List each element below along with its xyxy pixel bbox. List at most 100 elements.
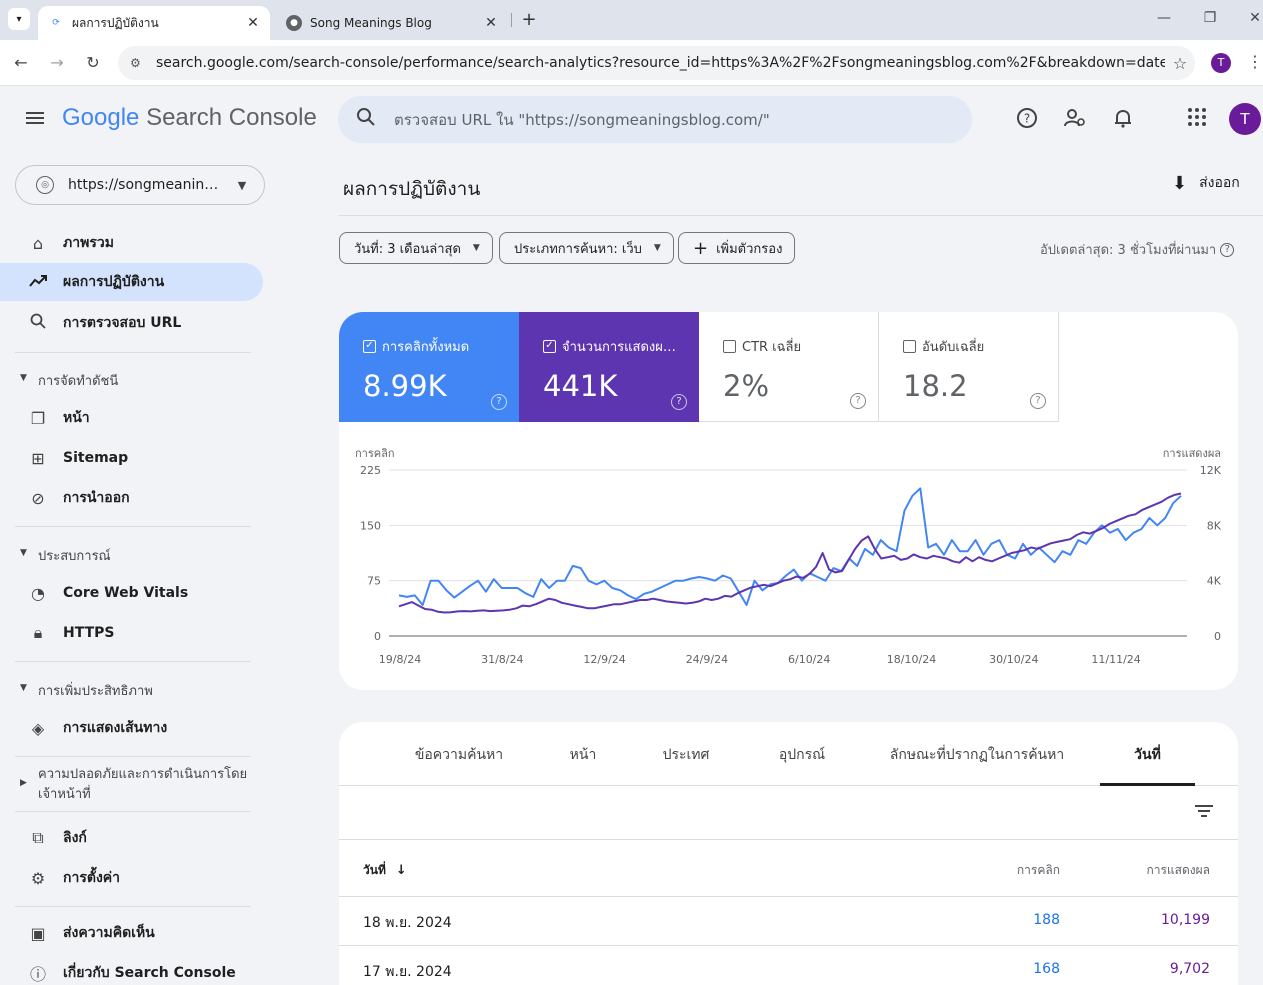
sidebar-section-label: การจัดทำดัชนี [38, 374, 119, 389]
tab-separator [511, 13, 512, 27]
column-header-date[interactable]: วันที่ ↓ [363, 861, 407, 880]
x-tick-label: 31/8/24 [481, 653, 523, 666]
help-icon[interactable]: ? [1030, 393, 1046, 409]
sidebar-item-breadcrumbs[interactable]: ◈ การแสดงเส้นทาง [0, 709, 263, 747]
tab-pages[interactable]: หน้า [569, 747, 597, 763]
checkbox-checked-icon[interactable]: ✓ [363, 340, 376, 353]
manage-users-icon[interactable] [1062, 107, 1088, 133]
sidebar-item-links[interactable]: ⧉ ลิงก์ [0, 819, 263, 857]
sidebar-item-https[interactable]: 🔒︎ HTTPS [0, 614, 263, 652]
minimize-icon[interactable]: — [1157, 10, 1171, 26]
sidebar-item-overview[interactable]: ⌂ ภาพรวม [0, 224, 263, 262]
sidebar-section-experience[interactable]: ▼ ประสบการณ์ [20, 545, 111, 566]
dropdown-arrow-icon: ▼ [472, 243, 480, 253]
close-tab-icon[interactable]: ✕ [485, 15, 497, 31]
sidebar-divider [15, 811, 251, 812]
search-type-filter-chip[interactable]: ประเภทการค้นหา: เว็บ ▼ [499, 232, 674, 264]
window-close-icon[interactable]: ✕ [1249, 10, 1261, 26]
tab-dates[interactable]: วันที่ [1134, 747, 1161, 763]
new-tab-button[interactable]: + [521, 9, 537, 30]
links-icon: ⧉ [32, 828, 44, 847]
home-icon: ⌂ [32, 233, 44, 253]
tab-devices[interactable]: อุปกรณ์ [778, 747, 826, 763]
help-icon[interactable]: ? [1014, 107, 1040, 133]
sidebar-section-indexing[interactable]: ▼ การจัดทำดัชนี [20, 370, 118, 391]
tab-search-appearance[interactable]: ลักษณะที่ปรากฏในการค้นหา [889, 747, 1065, 763]
url-text[interactable]: search.google.com/search-console/perform… [156, 55, 1165, 71]
sidebar-section-label: เจ้าหน้าที่ [38, 787, 91, 802]
metric-value: 441K [543, 369, 618, 403]
browser-tab-active[interactable]: ⟳ ผลการปฏิบัติงาน ✕ [38, 6, 270, 40]
dropdown-arrow-icon: ▼ [237, 178, 247, 192]
metric-label: จำนวนการแสดงผ… [562, 340, 676, 355]
checkbox-checked-icon[interactable]: ✓ [543, 340, 556, 353]
checkbox-unchecked-icon[interactable] [723, 340, 736, 353]
help-icon[interactable]: ? [850, 393, 866, 409]
help-icon[interactable]: ? [491, 394, 507, 410]
y-left-tick-label: 225 [360, 464, 381, 477]
sidebar-divider [15, 526, 251, 527]
close-tab-icon[interactable]: ✕ [247, 15, 259, 31]
metric-card-clicks[interactable]: ✓ การคลิกทั้งหมด 8.99K ? [339, 312, 519, 422]
tab-countries[interactable]: ประเทศ [662, 747, 710, 763]
lock-icon: 🔒︎ [33, 623, 43, 642]
date-filter-chip[interactable]: วันที่: 3 เดือนล่าสุด ▼ [339, 232, 493, 264]
series-line-clicks[interactable] [398, 487, 1182, 606]
tab-queries[interactable]: ข้อความค้นหา [414, 747, 504, 763]
metric-card-position[interactable]: อันดับเฉลี่ย 18.2 ? [879, 312, 1059, 422]
sidebar-item-performance[interactable]: ผลการปฏิบัติงาน [0, 263, 263, 301]
export-button[interactable]: ⬇ ส่งออก [1172, 172, 1240, 194]
restore-icon[interactable]: ❐ [1203, 10, 1217, 26]
search-console-logo[interactable]: Google Search Console [62, 104, 317, 132]
help-icon[interactable]: ? [671, 394, 687, 410]
apps-grid-icon[interactable] [1184, 107, 1210, 133]
sidebar-item-about[interactable]: ⓘ เกี่ยวกับ Search Console [0, 954, 263, 985]
y-right-tick-label: 0 [1214, 630, 1221, 643]
column-header-impressions[interactable]: การแสดงผล [1146, 863, 1210, 877]
sidebar-item-settings[interactable]: ⚙ การตั้งค่า [0, 859, 263, 897]
help-icon[interactable]: ? [1220, 242, 1235, 257]
sidebar-item-label: ผลการปฏิบัติงาน [63, 274, 165, 290]
browser-tab-inactive[interactable]: ● Song Meanings Blog ✕ [276, 6, 508, 40]
performance-line-chart[interactable]: การคลิก การแสดงผล 225 12K 150 8K 75 4K 0 0 19/8… [339, 442, 1238, 682]
site-info-icon[interactable]: ⚙ [130, 56, 141, 70]
sitemap-icon: ⊞ [31, 448, 45, 468]
url-inspection-search[interactable]: ตรวจสอบ URL ใน "https://songmeaningsblog… [338, 96, 972, 143]
table-divider [339, 839, 1238, 840]
pages-icon: ❐ [30, 408, 46, 428]
browser-profile-avatar[interactable]: T [1211, 53, 1231, 73]
sidebar-section-security[interactable]: ▶ ความปลอดภัยและการดำเนินการโดย เจ้าหน้า… [20, 765, 247, 805]
sidebar-item-sitemap[interactable]: ⊞ Sitemap [0, 439, 263, 477]
checkbox-unchecked-icon[interactable] [903, 340, 916, 353]
feedback-icon: ▣ [30, 923, 46, 943]
dimension-table-card: ข้อความค้นหา หน้า ประเทศ อุปกรณ์ ลักษณะท… [339, 722, 1238, 985]
search-type-label: ประเภทการค้นหา: เว็บ [514, 241, 642, 257]
notifications-bell-icon[interactable] [1110, 107, 1136, 133]
sidebar-item-removals[interactable]: ⊘ การนำออก [0, 479, 263, 517]
series-line-impressions[interactable] [398, 492, 1182, 614]
forward-button[interactable]: → [50, 53, 64, 72]
x-tick-label: 19/8/24 [379, 653, 421, 666]
filter-rows-icon[interactable] [1194, 802, 1214, 820]
account-avatar[interactable]: T [1229, 103, 1261, 135]
sidebar-item-core-web-vitals[interactable]: ◔ Core Web Vitals [0, 574, 263, 612]
address-bar[interactable]: ⚙ search.google.com/search-console/perfo… [118, 46, 1195, 80]
metric-card-ctr[interactable]: CTR เฉลี่ย 2% ? [699, 312, 879, 422]
browser-menu-icon[interactable]: ⋮ [1247, 52, 1263, 71]
sidebar-divider [15, 906, 251, 907]
back-button[interactable]: ← [14, 53, 28, 72]
property-selector[interactable]: ◎ https://songmeanin… ▼ [15, 165, 265, 205]
bookmark-star-icon[interactable]: ☆ [1172, 53, 1188, 73]
browser-tab-bar: ▾ ⟳ ผลการปฏิบัติงาน ✕ ● Song Meanings Bl… [0, 0, 1263, 40]
sidebar-item-url-inspection[interactable]: การตรวจสอบ URL [0, 304, 263, 342]
add-filter-button[interactable]: + เพิ่มตัวกรอง [678, 232, 796, 264]
tab-search-menu-button[interactable]: ▾ [8, 8, 30, 30]
sidebar-item-feedback[interactable]: ▣ ส่งความคิดเห็น [0, 914, 263, 952]
sidebar-section-enhancements[interactable]: ▼ การเพิ่มประสิทธิภาพ [20, 680, 153, 701]
metric-card-impressions[interactable]: ✓ จำนวนการแสดงผ… 441K ? [519, 312, 699, 422]
main-menu-icon[interactable] [24, 109, 46, 131]
sidebar-item-pages[interactable]: ❐ หน้า [0, 399, 263, 437]
settings-icon: ⚙ [30, 868, 46, 888]
reload-button[interactable]: ↻ [86, 53, 100, 72]
column-header-clicks[interactable]: การคลิก [1016, 863, 1060, 877]
